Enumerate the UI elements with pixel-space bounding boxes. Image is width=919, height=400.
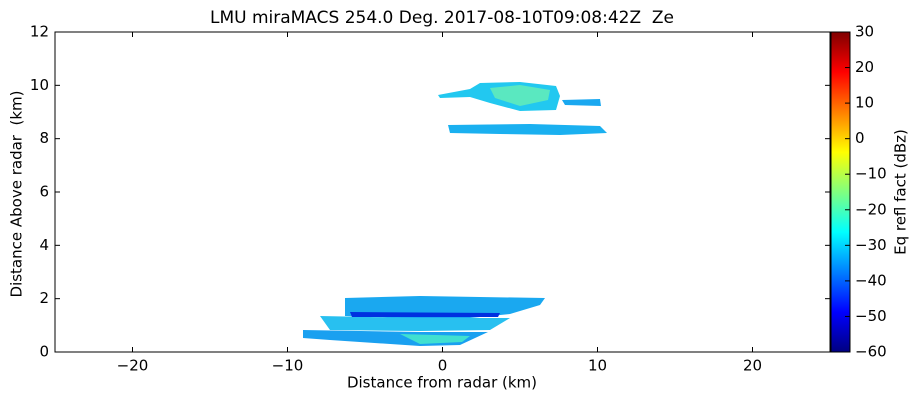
y-tick-label: 10 [30, 76, 49, 94]
y-tick-label: 8 [39, 129, 49, 147]
colorbar-tick-label: 10 [855, 94, 874, 112]
echo-region [350, 312, 500, 317]
colorbar-tick-label: 20 [855, 58, 874, 76]
echo-region [320, 316, 510, 331]
colorbar-tick-label: −10 [855, 165, 887, 183]
x-tick-label: −10 [272, 357, 304, 375]
colorbar-tick-label: −60 [855, 343, 887, 361]
colorbar-tick-label: −50 [855, 307, 887, 325]
echo-region [448, 124, 607, 135]
y-tick-label: 2 [39, 289, 49, 307]
echo-region [490, 85, 550, 106]
x-tick-label: 20 [743, 357, 762, 375]
colorbar-tick-label: −40 [855, 271, 887, 289]
y-tick-label: 6 [39, 183, 49, 201]
colorbar-label: Eq refl fact (dBz) [892, 129, 910, 255]
y-tick-label: 4 [39, 236, 49, 254]
x-tick-label: −20 [117, 357, 149, 375]
y-axis-label: Distance Above radar (km) [8, 91, 26, 298]
x-tick-label: 10 [588, 357, 607, 375]
colorbar-tick-label: 0 [855, 129, 865, 147]
colorbar-tick-label: 30 [855, 23, 874, 41]
x-axis-label: Distance from radar (km) [347, 374, 537, 392]
colorbar-tick-label: −30 [855, 236, 887, 254]
y-tick-label: 12 [30, 23, 49, 41]
echo-field [303, 82, 607, 346]
colorbar [830, 31, 851, 353]
chart-title: LMU miraMACS 254.0 Deg. 2017-08-10T09:08… [210, 8, 674, 28]
y-tick-label: 0 [39, 343, 49, 361]
echo-region [562, 99, 601, 106]
echo-region [400, 334, 470, 344]
colorbar-tick-label: −20 [855, 200, 887, 218]
x-tick-label: 0 [438, 357, 448, 375]
